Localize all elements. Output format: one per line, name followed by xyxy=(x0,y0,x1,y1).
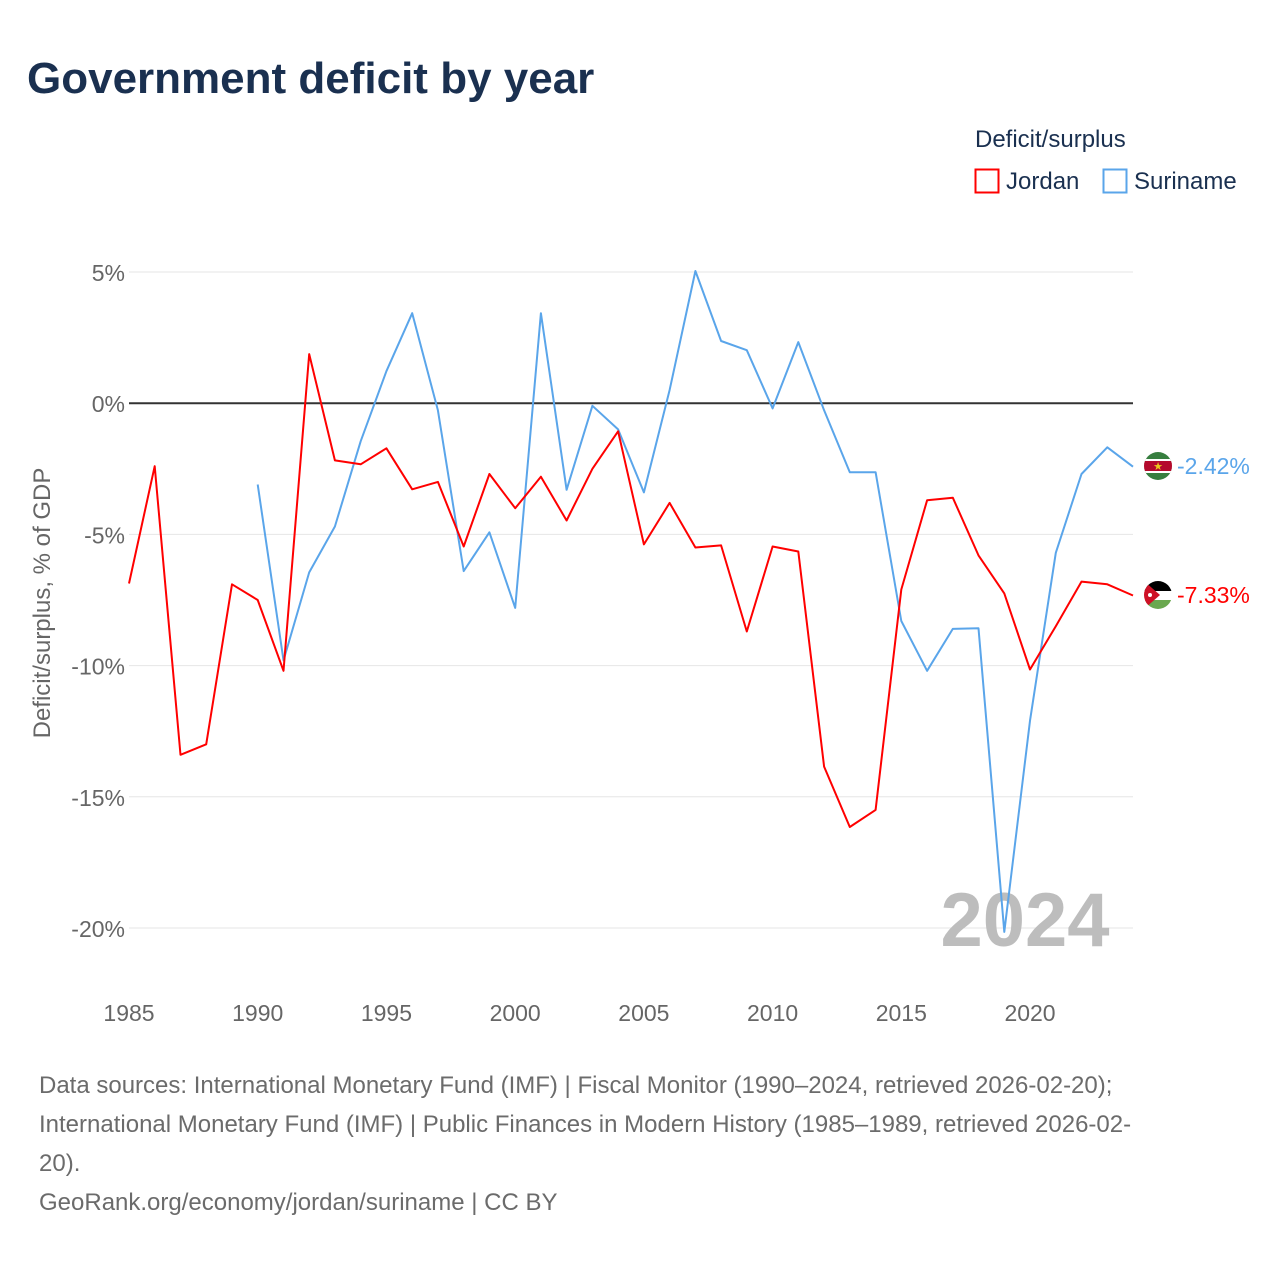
legend-item-suriname[interactable]: Suriname xyxy=(1102,168,1237,195)
y-tick-label: -20% xyxy=(71,916,125,942)
y-tick-label: -10% xyxy=(71,654,125,680)
x-tick-label: 2010 xyxy=(747,1000,798,1026)
legend-item-jordan[interactable]: Jordan xyxy=(974,168,1080,195)
x-tick-label: 2000 xyxy=(490,1000,541,1026)
legend-swatch-suriname xyxy=(1102,168,1128,194)
legend-title: Deficit/surplus xyxy=(975,126,1126,153)
attribution-link[interactable]: GeoRank.org/economy/jordan/suriname | CC… xyxy=(39,1189,558,1216)
y-tick-label: -5% xyxy=(84,522,125,548)
source-line: 20). xyxy=(39,1150,81,1177)
series-line-jordan[interactable] xyxy=(128,353,1134,828)
series-line-suriname[interactable] xyxy=(256,270,1134,933)
source-line: International Monetary Fund (IMF) | Publ… xyxy=(39,1111,1132,1138)
legend-label-jordan: Jordan xyxy=(1006,168,1079,195)
x-tick-label: 1995 xyxy=(361,1000,412,1026)
end-label-jordan: -7.33% xyxy=(1177,582,1250,608)
jordan-flag-icon xyxy=(1144,581,1172,609)
x-tick-label: 2005 xyxy=(618,1000,669,1026)
suriname-flag-icon: ★ xyxy=(1144,452,1172,480)
end-label-suriname: -2.42% xyxy=(1177,453,1250,479)
year-watermark: 2024 xyxy=(940,878,1109,963)
x-tick-label: 1990 xyxy=(232,1000,283,1026)
y-tick-label: 5% xyxy=(92,260,125,286)
svg-text:★: ★ xyxy=(1153,461,1163,473)
y-axis-label: Deficit/surplus, % of GDP xyxy=(29,468,56,739)
legend-swatch-jordan xyxy=(974,168,1000,194)
x-tick-label: 2015 xyxy=(876,1000,927,1026)
y-tick-label: 0% xyxy=(92,391,125,417)
legend-label-suriname: Suriname xyxy=(1134,168,1237,195)
chart-title: Government deficit by year xyxy=(27,54,594,103)
x-tick-label: 2020 xyxy=(1004,1000,1055,1026)
y-tick-label: -15% xyxy=(71,785,125,811)
footer-sources: Data sources: International Monetary Fun… xyxy=(39,1066,1239,1222)
source-line: Data sources: International Monetary Fun… xyxy=(39,1072,1113,1099)
x-tick-label: 1985 xyxy=(103,1000,154,1026)
